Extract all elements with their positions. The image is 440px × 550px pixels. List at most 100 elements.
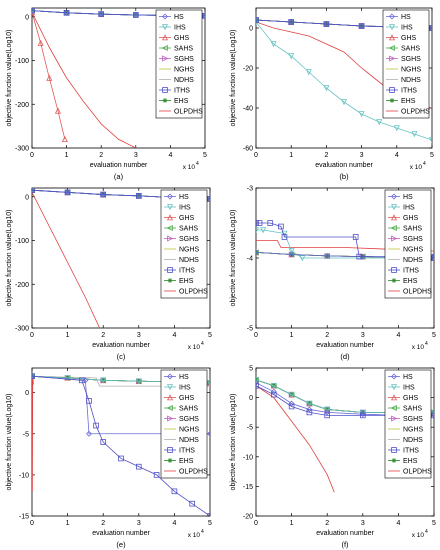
legend-entry-iths: ITHS bbox=[403, 268, 419, 275]
legend-box bbox=[382, 9, 430, 119]
legend-entry-ndhs: NDHS bbox=[403, 257, 423, 264]
legend-entry-sahs: SAHS bbox=[179, 406, 198, 413]
legend-marker-iths bbox=[391, 267, 397, 273]
panel-label: (c) bbox=[117, 352, 126, 361]
legend-entry-nghs: NGHS bbox=[174, 67, 195, 74]
series-marker-iths bbox=[323, 21, 330, 27]
y-tick-label: 0 bbox=[25, 194, 29, 201]
y-tick-label: -15 bbox=[19, 514, 29, 521]
x-tick-label: 1 bbox=[290, 520, 294, 527]
legend-entry-iths: ITHS bbox=[174, 88, 190, 95]
series-marker-iths bbox=[79, 377, 85, 384]
x-tick-label: 4 bbox=[395, 152, 399, 159]
legend-entry-ihs: IHS bbox=[403, 385, 415, 392]
x-multiplier: x 10 bbox=[410, 164, 423, 171]
legend-marker-sghs bbox=[167, 235, 174, 242]
series-marker-iths bbox=[306, 409, 313, 416]
series-marker-hs bbox=[32, 373, 35, 380]
legend-marker-hs bbox=[391, 193, 397, 200]
series-marker-hs bbox=[288, 251, 295, 258]
legend-entry-ghs: GHS bbox=[174, 35, 190, 42]
y-tick-label: -100 bbox=[15, 238, 29, 245]
y-axis-label: objective function value(Log10) bbox=[6, 210, 13, 307]
legend-marker-ihs bbox=[388, 24, 396, 31]
legend-entry-iths: ITHS bbox=[403, 448, 419, 455]
legend-entry-sghs: SGHS bbox=[174, 56, 194, 63]
x-multiplier-exponent: 4 bbox=[201, 341, 204, 347]
series-marker-ihs bbox=[288, 53, 295, 60]
series-line-olpdhs bbox=[256, 385, 335, 493]
series-marker-iths bbox=[86, 398, 92, 404]
y-axis-label: objective function value(Log10) bbox=[6, 30, 13, 127]
x-multiplier-exponent: 4 bbox=[423, 161, 426, 167]
series-marker-ghs bbox=[46, 74, 53, 81]
series-marker-ihs bbox=[430, 409, 434, 416]
series-marker-hs bbox=[207, 430, 210, 437]
legend-marker-ihs bbox=[166, 384, 174, 391]
series-marker-iths bbox=[256, 220, 259, 226]
series-marker-hs bbox=[431, 412, 434, 419]
legend-entry-nghs: NGHS bbox=[179, 247, 200, 254]
x-axis-label: evaluation number bbox=[316, 342, 374, 349]
series-line-ihs bbox=[256, 21, 432, 141]
series-marker-hs bbox=[207, 195, 210, 202]
series-marker-iths bbox=[207, 513, 210, 516]
y-tick-label: 0 bbox=[25, 390, 29, 397]
x-tick-label: 0 bbox=[30, 520, 34, 527]
series-marker-ihs bbox=[305, 69, 312, 76]
series-marker-ghs bbox=[37, 39, 44, 46]
legend-entry-ehs: EHS bbox=[174, 98, 189, 105]
legend-entry-sahs: SAHS bbox=[174, 46, 193, 53]
legend-marker-sghs bbox=[391, 235, 398, 242]
legend-marker-ehs bbox=[167, 278, 173, 283]
x-tick-label: 5 bbox=[430, 152, 434, 159]
series-marker-hs bbox=[270, 388, 277, 395]
y-tick-label: 0 bbox=[25, 14, 29, 21]
series-line-olpdhs bbox=[32, 192, 101, 328]
x-tick-label: 1 bbox=[66, 332, 70, 339]
y-tick-label: -10 bbox=[19, 472, 29, 479]
legend-box bbox=[384, 369, 432, 479]
legend-marker-sahs bbox=[161, 44, 168, 52]
legend-entry-olpdhs: OLPDHS bbox=[174, 109, 203, 116]
series-marker-ihs bbox=[64, 375, 71, 382]
legend-marker-iths bbox=[389, 87, 395, 93]
legend-marker-ehs bbox=[391, 278, 397, 283]
y-axis-label: objective function value(Log10) bbox=[230, 394, 237, 491]
legend-entry-ihs: IHS bbox=[179, 205, 191, 212]
legend-entry-nghs: NGHS bbox=[403, 247, 424, 254]
x-axis-label: evaluation number bbox=[92, 530, 150, 537]
series-marker-ihs bbox=[256, 19, 260, 26]
series-marker-hs bbox=[359, 411, 366, 418]
x-tick-label: 3 bbox=[134, 152, 138, 159]
series-marker-iths bbox=[64, 189, 71, 196]
legend-entry-hs: HS bbox=[174, 14, 184, 21]
y-tick-label: -10 bbox=[243, 454, 253, 461]
legend-marker-ihs bbox=[161, 24, 169, 31]
series-marker-iths bbox=[202, 13, 205, 19]
legend-entry-ihs: IHS bbox=[401, 25, 413, 32]
legend-entry-ehs: EHS bbox=[179, 278, 194, 285]
series-line-iths bbox=[32, 375, 210, 516]
series-marker-iths bbox=[171, 488, 178, 495]
series-marker-iths bbox=[135, 463, 142, 470]
x-tick-label: 5 bbox=[208, 332, 212, 339]
legend-marker-ghs bbox=[390, 394, 398, 401]
series-marker-iths bbox=[132, 12, 139, 18]
x-multiplier-exponent: 4 bbox=[425, 341, 428, 347]
series-marker-ihs bbox=[299, 255, 306, 262]
series-marker-ihs bbox=[411, 131, 418, 138]
legend-marker-iths bbox=[167, 447, 173, 453]
series-line-olpdhs bbox=[256, 240, 434, 252]
series-marker-ihs bbox=[256, 227, 260, 234]
legend-entry-olpdhs: OLPDHS bbox=[179, 289, 208, 296]
x-multiplier: x 10 bbox=[183, 164, 196, 171]
legend: HS IHS GHS SAHS SGHS NGHS NDHS ITHS EHS OLPDHS bbox=[382, 9, 430, 119]
y-tick-label: -15 bbox=[243, 484, 253, 491]
legend-marker-iths bbox=[162, 87, 168, 93]
legend-entry-ihs: IHS bbox=[174, 25, 186, 32]
series-marker-ihs bbox=[270, 41, 277, 48]
y-tick-label: -5 bbox=[247, 326, 253, 333]
series-marker-hs bbox=[256, 249, 259, 256]
